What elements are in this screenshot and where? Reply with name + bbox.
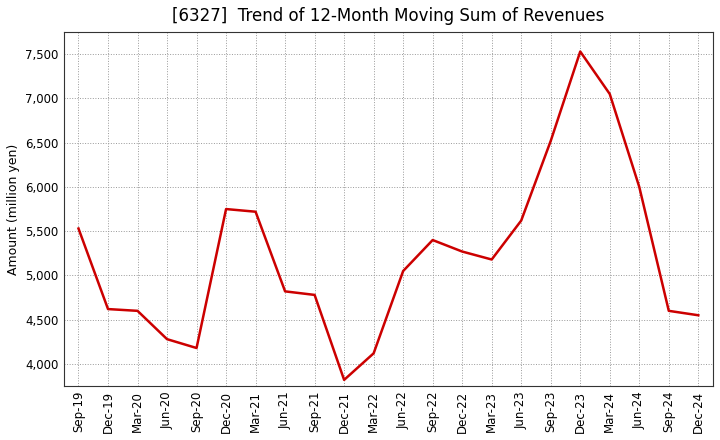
Title: [6327]  Trend of 12-Month Moving Sum of Revenues: [6327] Trend of 12-Month Moving Sum of R… [172,7,605,25]
Y-axis label: Amount (million yen): Amount (million yen) [7,143,20,275]
